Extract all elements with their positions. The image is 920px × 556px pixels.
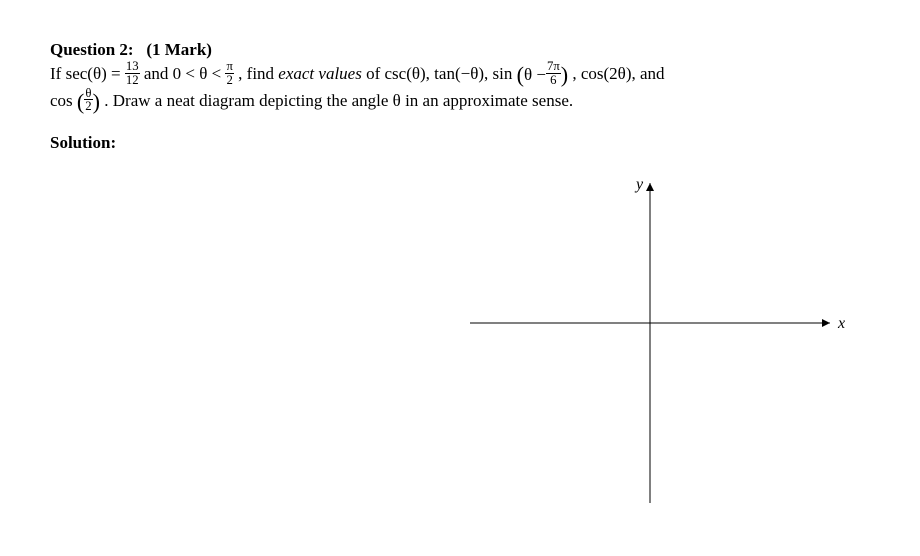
text-cos2: , cos(2θ), and xyxy=(572,64,664,83)
text-range: and 0 < θ < xyxy=(144,64,226,83)
text-exact-values: exact values xyxy=(278,64,362,83)
text-sec: If sec(θ) = xyxy=(50,64,125,83)
svg-text:x: x xyxy=(837,315,845,332)
diagram-container: xy xyxy=(50,173,870,513)
frac-sin: 7π 6 xyxy=(546,60,561,87)
cos-half-arg: ( θ 2 ) xyxy=(77,89,100,116)
solution-label: Solution: xyxy=(50,133,870,153)
text-of: of csc(θ), tan(−θ), sin xyxy=(366,64,517,83)
question-body: If sec(θ) = 13 12 and 0 < θ < π 2 , find… xyxy=(50,62,870,115)
svg-text:y: y xyxy=(634,176,644,193)
question-header: Question 2: (1 Mark) xyxy=(50,40,870,60)
frac-range: π 2 xyxy=(225,60,233,87)
question-marks: (1 Mark) xyxy=(146,40,212,59)
frac-sec: 13 12 xyxy=(125,60,140,87)
text-tail: . Draw a neat diagram depicting the angl… xyxy=(104,91,573,110)
sin-arg: ( θ − 7π 6 ) xyxy=(517,62,569,89)
text-cos-half-pre: cos xyxy=(50,91,77,110)
text-find: , find xyxy=(238,64,278,83)
frac-cos-half: θ 2 xyxy=(84,87,92,114)
coordinate-axes-diagram: xy xyxy=(450,173,850,513)
question-number: Question 2: xyxy=(50,40,134,59)
